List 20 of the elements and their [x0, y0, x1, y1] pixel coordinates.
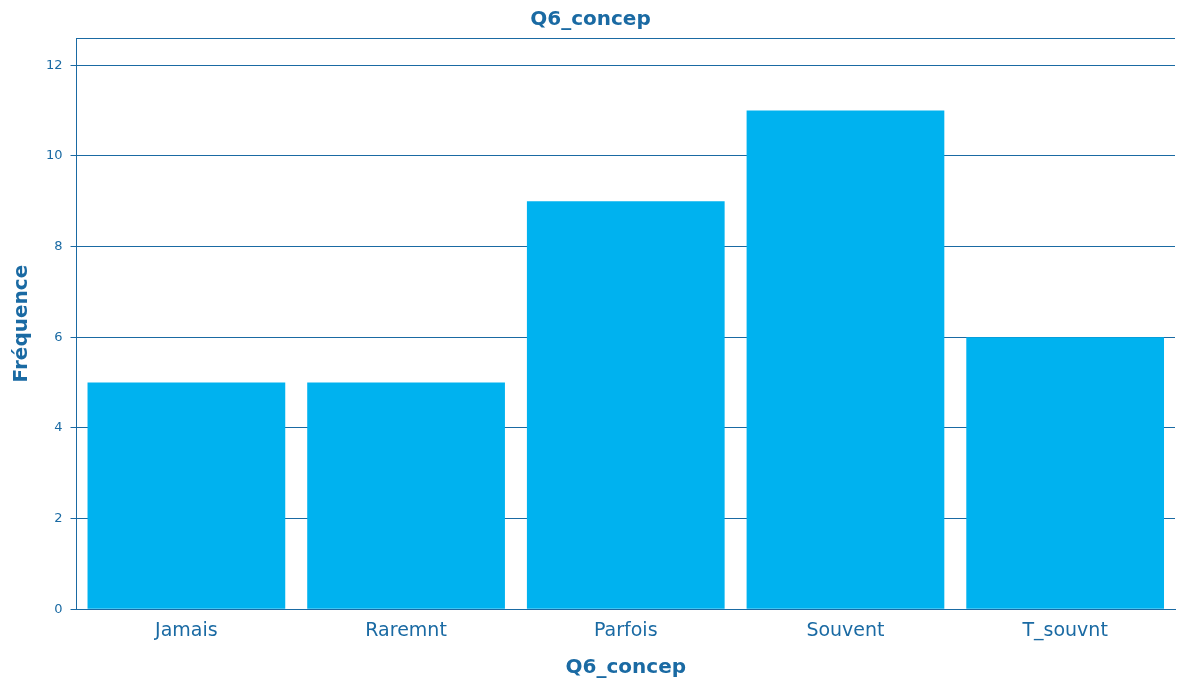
bar [307, 382, 505, 609]
y-tick-label: 0 [54, 600, 63, 616]
x-tick-label: Parfois [593, 617, 658, 640]
bar [87, 382, 286, 609]
y-axis-title: Fréquence [8, 264, 33, 383]
y-tick-label: 2 [54, 509, 63, 525]
x-tick-label: Jamais [154, 617, 218, 640]
y-tick-label: 12 [46, 56, 63, 72]
bar [526, 201, 725, 609]
bar [746, 110, 945, 609]
x-axis-title: Q6_concep [565, 654, 687, 679]
y-tick-label: 6 [54, 328, 63, 344]
x-tick-label: Raremnt [365, 617, 447, 640]
x-tick-label: T_souvnt [1021, 617, 1108, 641]
y-tick-label: 4 [54, 419, 63, 435]
y-tick-label: 8 [54, 237, 63, 253]
x-tick-label: Souvent [806, 617, 885, 640]
y-tick-label: 10 [46, 147, 63, 163]
bar [966, 337, 1165, 609]
chart-title: Q6_concep [530, 6, 651, 31]
